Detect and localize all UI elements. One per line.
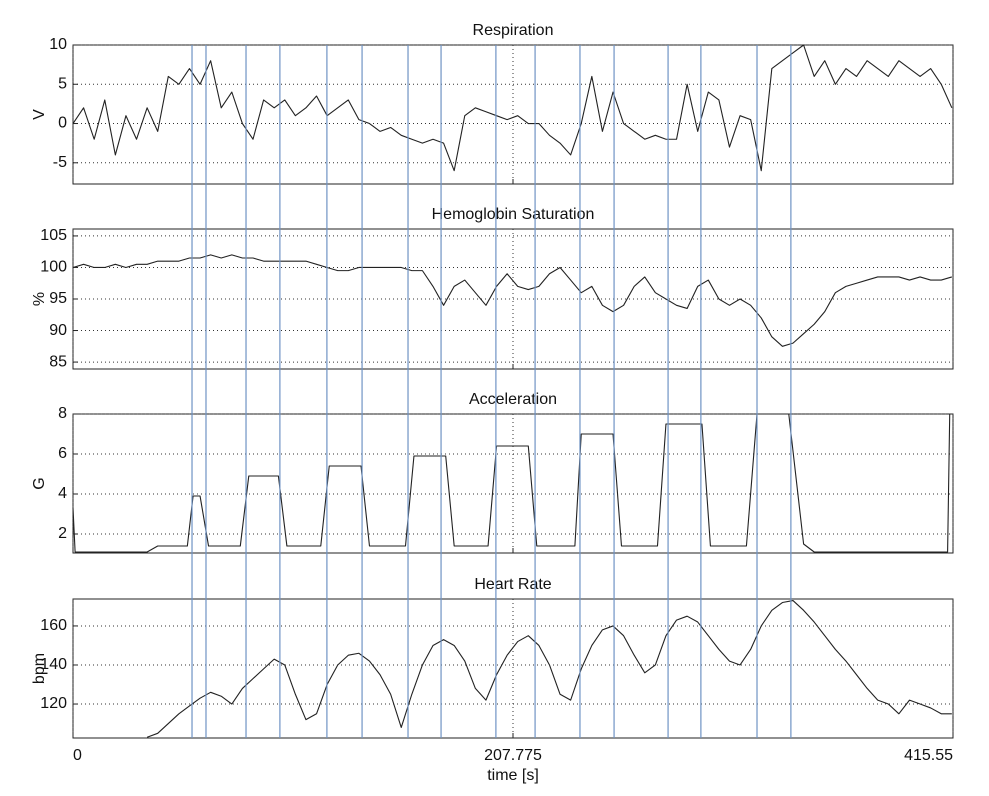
x-axis-label: time [s] xyxy=(487,767,539,784)
plot-area xyxy=(72,44,954,185)
y-tick-label: 105 xyxy=(40,227,67,244)
chart-title: Respiration xyxy=(473,22,554,39)
y-tick-label: 0 xyxy=(58,115,67,132)
x-tick-label: 415.55 xyxy=(904,747,953,764)
data-line xyxy=(72,254,952,347)
y-axis-label: % xyxy=(31,292,48,306)
y-tick-label: 5 xyxy=(58,75,67,92)
y-tick-label: 2 xyxy=(58,525,67,542)
y-tick-label: 120 xyxy=(40,695,67,712)
y-tick-label: 95 xyxy=(49,290,67,307)
y-tick-label: 160 xyxy=(40,617,67,634)
y-tick-label: 10 xyxy=(49,36,67,53)
y-tick-label: 140 xyxy=(40,656,67,673)
chart-title: Heart Rate xyxy=(474,576,551,593)
chart-title: Hemoglobin Saturation xyxy=(432,206,595,223)
data-line xyxy=(146,600,952,738)
y-tick-label: 90 xyxy=(49,322,67,339)
plot-area xyxy=(72,413,954,554)
data-line xyxy=(72,44,953,172)
y-axis-label: V xyxy=(31,109,48,120)
y-tick-label: 8 xyxy=(58,405,67,422)
y-tick-label: 100 xyxy=(40,259,67,276)
plot-area xyxy=(72,598,954,739)
y-axis-label: bpm xyxy=(31,653,48,684)
chart-title: Acceleration xyxy=(469,391,557,408)
y-tick-label: 4 xyxy=(58,485,67,502)
data-line xyxy=(72,413,953,553)
y-tick-label: 6 xyxy=(58,445,67,462)
x-tick-label: 207.775 xyxy=(484,747,542,764)
y-tick-label: 85 xyxy=(49,353,67,370)
y-tick-label: -5 xyxy=(53,154,67,171)
x-tick-label: 0 xyxy=(73,747,82,764)
y-axis-label: G xyxy=(31,477,48,489)
